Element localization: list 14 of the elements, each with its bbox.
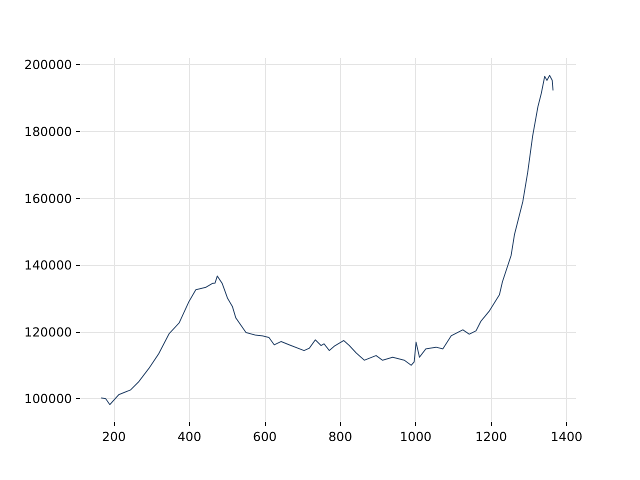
y-tick-label: 120000 bbox=[24, 324, 72, 340]
x-tick-label: 600 bbox=[252, 429, 277, 444]
y-tick-label: 160000 bbox=[24, 190, 72, 206]
x-tick-label: 800 bbox=[328, 429, 352, 444]
x-tick-label: 1000 bbox=[400, 429, 432, 444]
y-tick-label: 140000 bbox=[24, 258, 72, 273]
y-tick-label: 200000 bbox=[24, 57, 72, 72]
x-tick-label: 400 bbox=[177, 429, 202, 444]
x-tick-label: 200 bbox=[102, 429, 126, 444]
y-tick-label: 100000 bbox=[24, 391, 72, 406]
y-tick-label: 180000 bbox=[24, 124, 72, 139]
x-tick-label: 1200 bbox=[475, 429, 508, 444]
line-series bbox=[101, 74, 554, 406]
x-tick-label: 1400 bbox=[550, 429, 583, 444]
